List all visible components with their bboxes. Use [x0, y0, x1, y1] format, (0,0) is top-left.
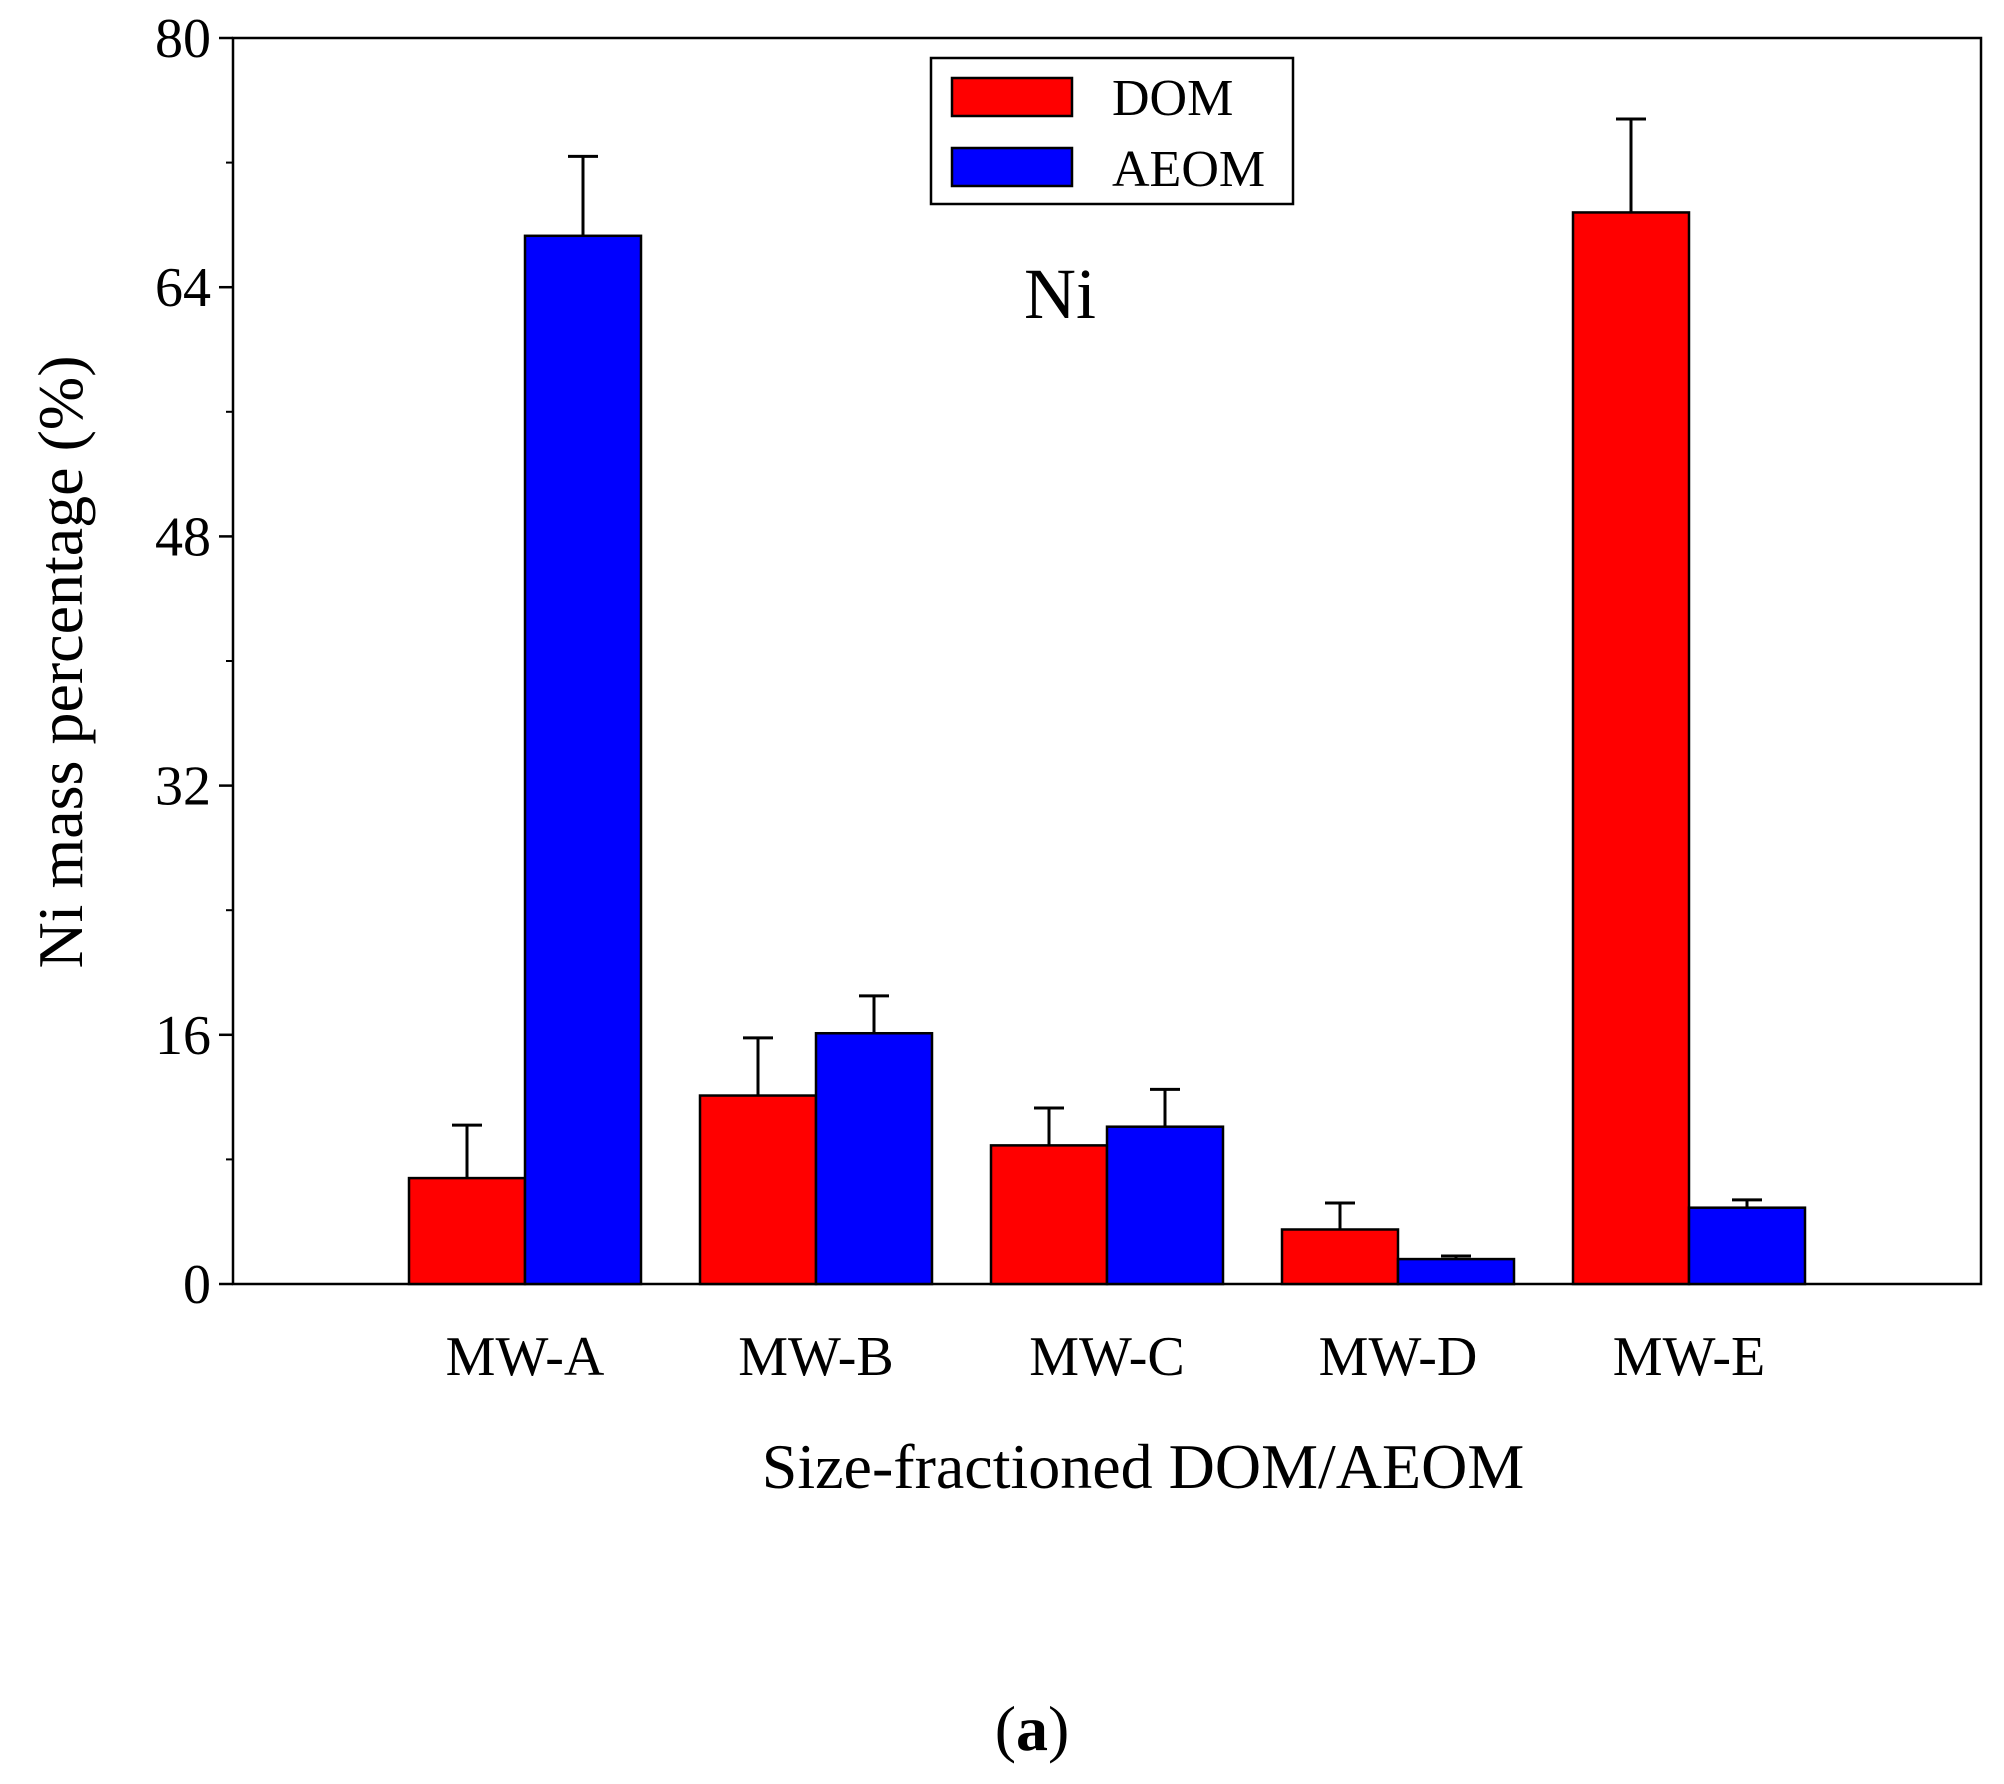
bar-dom-mw-e — [1571, 211, 1691, 1286]
x-tick-label: MW-D — [1319, 1326, 1478, 1388]
caption-open-paren: ( — [995, 1693, 1016, 1764]
error-bars — [452, 117, 1762, 1260]
y-tick-label: 32 — [155, 756, 211, 818]
element-annotation: Ni — [1024, 254, 1096, 334]
bar-dom-mw-a — [407, 1176, 527, 1286]
bar-aeom-mw-e — [1687, 1206, 1807, 1286]
bar-dom-mw-d — [1280, 1228, 1400, 1286]
plot-area — [231, 36, 1983, 1286]
bars — [407, 211, 1807, 1286]
legend: DOM AEOM — [929, 56, 1295, 206]
x-axis: MW-A MW-B MW-C MW-D MW-E — [446, 1326, 1766, 1388]
x-tick-label: MW-A — [446, 1326, 605, 1388]
x-tick-label: MW-C — [1029, 1326, 1185, 1388]
legend-swatch-aeom — [950, 146, 1074, 188]
bar-aeom-mw-d — [1396, 1257, 1516, 1286]
caption-letter: a — [1016, 1693, 1048, 1764]
y-tick-label: 48 — [155, 506, 211, 568]
y-axis-title: Ni mass percentage (%) — [25, 355, 96, 968]
y-tick-label: 0 — [183, 1254, 211, 1316]
legend-swatch-dom — [950, 76, 1074, 118]
x-tick-label: MW-E — [1613, 1326, 1765, 1388]
bar-dom-mw-c — [989, 1144, 1109, 1286]
y-tick-label: 16 — [155, 1005, 211, 1067]
panel-caption: (a) — [995, 1693, 1070, 1764]
y-tick-label: 64 — [155, 257, 211, 319]
x-tick-label: MW-B — [738, 1326, 894, 1388]
bar-aeom-mw-a — [523, 234, 643, 1286]
x-axis-title: Size-fractioned DOM/AEOM — [762, 1431, 1524, 1502]
y-tick-label: 80 — [155, 8, 211, 70]
legend-label-aeom: AEOM — [1112, 141, 1265, 198]
bar-aeom-mw-b — [814, 1031, 934, 1286]
y-axis: 0 16 32 48 64 80 — [155, 8, 233, 1316]
plot-frame — [231, 36, 1983, 1286]
caption-close-paren: ) — [1048, 1693, 1069, 1764]
bar-aeom-mw-c — [1105, 1125, 1225, 1286]
legend-label-dom: DOM — [1112, 70, 1233, 127]
bar-dom-mw-b — [698, 1094, 818, 1286]
